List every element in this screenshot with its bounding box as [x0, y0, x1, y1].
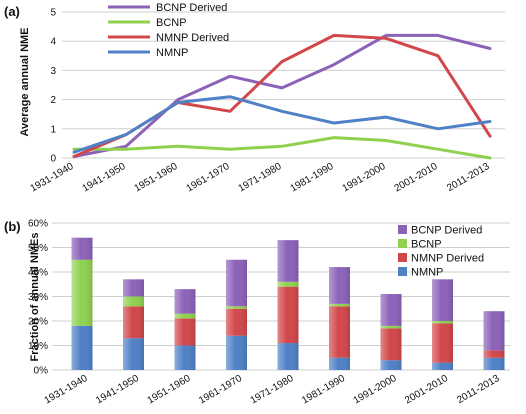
panel-b-y-ticks: 0% 10% 20% 30% 40% 50% 60%	[28, 219, 48, 377]
legend-label-bcnp: BCNP	[156, 17, 187, 29]
panel-a-y-ticks: 0 1 2 3 4 5	[50, 8, 56, 165]
legend-swatch-bcnp-derived	[398, 225, 407, 234]
legend-label-nmnp: NMNP	[156, 47, 188, 59]
bar-segment-shading	[432, 321, 453, 324]
bar-segment-shading	[483, 350, 505, 358]
bar-segment-shading	[226, 306, 247, 309]
bar-segment-shading	[329, 267, 350, 304]
bar-segment-shading	[329, 357, 350, 370]
bar-segment-shading	[277, 343, 299, 370]
panel-a-x-tick-label: 1971-1980	[237, 161, 284, 195]
bar-segment-shading	[226, 335, 247, 370]
bar-segment-shading	[226, 308, 247, 336]
panel-a-y-axis-label: Average annual NME	[19, 27, 31, 136]
panel-b-x-tick-label: 1981-1990	[300, 373, 347, 407]
panel-b-x-tick-label: 2011-2013	[455, 373, 502, 406]
bar-segment-shading	[380, 325, 402, 329]
bar-segment-shading	[226, 259, 247, 307]
legend-swatch-bcnp	[398, 239, 407, 248]
panel-b-y-tick-label: 20%	[28, 317, 48, 328]
panel-b-y-tick-label: 40%	[28, 268, 48, 279]
bar-segment-shading	[71, 237, 93, 260]
stacked-bar-chart-panel: (b) Fraction of annual NMEs 0% 10% 20% 30% 4…	[4, 219, 510, 407]
panel-b-label: (b)	[4, 219, 21, 234]
bar-segment-shading	[277, 286, 299, 344]
series-line-bcnp-derived	[72, 33, 492, 158]
panel-a-x-tick-label: 1981-1990	[289, 161, 336, 195]
panel-b-x-tick-label: 1991-2000	[352, 373, 399, 407]
legend-label-bcnp: BCNP	[411, 239, 442, 251]
panel-a-x-tick-label: 1991-2000	[341, 161, 388, 195]
panel-a-legend: BCNP Derived BCNP NMNP Derived NMNP	[108, 2, 229, 59]
panel-b-y-tick-label: 30%	[28, 292, 48, 303]
panel-a-y-tick-label: 1	[50, 124, 56, 135]
bar-segment-shading	[277, 281, 299, 287]
panel-a-x-tick-label: 2011-2013	[445, 161, 492, 194]
panel-a-x-tick-label: 2001-2010	[393, 161, 440, 195]
bar-segment-shading	[123, 296, 144, 307]
series-line-nmnp	[72, 95, 492, 154]
bar-segment-shading	[123, 306, 144, 339]
panel-b-x-tick-label: 1971-1980	[249, 373, 296, 407]
bar-segment-shading	[329, 306, 350, 358]
panel-b-x-tick-label: 1951-1960	[146, 373, 193, 407]
panel-b-y-tick-label: 10%	[28, 341, 48, 352]
panel-a-x-tick-label: 1931-1940	[29, 161, 76, 195]
panel-a-label: (a)	[4, 4, 20, 19]
panel-b-y-tick-label: 60%	[28, 219, 48, 230]
bar-segment-shading	[380, 294, 402, 326]
panel-b-x-tick-label: 1961-1970	[197, 373, 244, 407]
bar-segment-shading	[71, 325, 93, 370]
panel-a-x-tick-label: 1941-1950	[81, 161, 128, 195]
panel-b-y-axis-label: Fraction of annual NMEs	[29, 233, 41, 362]
bar-segment-shading	[123, 279, 144, 297]
panel-a-y-tick-label: 2	[50, 95, 56, 106]
panel-b-legend: BCNP Derived BCNP NMNP Derived NMNP	[398, 225, 484, 279]
legend-swatch-nmnp-derived	[398, 253, 407, 262]
bar-segment-shading	[174, 318, 196, 346]
panel-b-x-tick-label: 1931-1940	[43, 373, 90, 407]
panel-a-y-tick-label: 4	[50, 37, 56, 48]
bar-segment-shading	[432, 323, 453, 363]
bar-segment-shading	[483, 357, 505, 370]
series-line-bcnp	[72, 136, 492, 160]
bar-segment-shading	[329, 303, 350, 307]
panel-a-series-lines	[72, 33, 492, 160]
panel-a-x-tick-label: 1961-1970	[185, 161, 232, 195]
panel-a-x-tick-label: 1951-1960	[133, 161, 180, 195]
legend-label-nmnp-derived: NMNP Derived	[156, 32, 229, 44]
panel-a-gridlines	[62, 11, 505, 159]
panel-a-y-tick-label: 0	[50, 154, 56, 165]
bar-segment-shading	[174, 313, 196, 319]
panel-a-x-ticks: 1931-1940 1941-1950 1951-1960 1961-1970 1971…	[29, 161, 492, 195]
panel-b-x-tick-label: 2001-2010	[403, 373, 450, 407]
panel-b-x-ticks: 1931-1940 1941-1950 1951-1960 1961-1970 1971…	[43, 373, 502, 407]
legend-label-nmnp-derived: NMNP Derived	[411, 253, 484, 265]
panel-b-y-tick-label: 0%	[34, 366, 49, 377]
bar-segment-shading	[380, 360, 402, 370]
bar-segment-shading	[174, 289, 196, 314]
legend-swatch-nmnp	[398, 267, 407, 276]
bar-segment-shading	[71, 259, 93, 326]
legend-label-bcnp-derived: BCNP Derived	[411, 225, 482, 237]
panel-a-y-tick-label: 5	[50, 8, 56, 19]
legend-label-bcnp-derived: BCNP Derived	[156, 2, 227, 14]
panel-b-x-tick-label: 1941-1950	[94, 373, 141, 407]
bar-segment-shading	[432, 362, 453, 370]
bar-segment-shading	[483, 311, 505, 351]
panel-b-y-tick-label: 50%	[28, 243, 48, 254]
bar-segment-shading	[432, 279, 453, 321]
legend-label-nmnp: NMNP	[411, 267, 443, 279]
bar-segment-shading	[123, 338, 144, 370]
panel-b-bars	[71, 237, 505, 370]
bar-segment-shading	[174, 345, 196, 370]
bar-segment-shading	[277, 240, 299, 282]
bar-segment-shading	[380, 328, 402, 361]
panel-a-y-tick-label: 3	[50, 66, 56, 77]
